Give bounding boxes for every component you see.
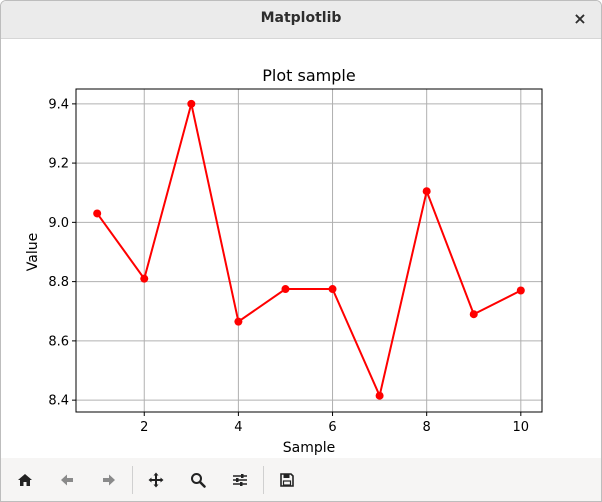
x-tick-label: 8 <box>423 420 431 435</box>
pan-button[interactable] <box>144 468 168 492</box>
data-point <box>234 317 243 326</box>
zoom-icon <box>191 473 206 488</box>
y-tick-label: 8.4 <box>48 394 69 409</box>
x-tick-label: 6 <box>328 420 336 435</box>
data-point <box>328 285 337 294</box>
chart-title: Plot sample <box>262 66 355 85</box>
data-point <box>93 209 102 218</box>
home-icon <box>18 474 32 486</box>
y-tick-label: 9.2 <box>48 157 69 172</box>
forward-button[interactable] <box>97 468 121 492</box>
zoom-button[interactable] <box>186 468 210 492</box>
grid <box>76 89 542 412</box>
pan-icon <box>148 472 164 488</box>
back-button[interactable] <box>55 468 79 492</box>
x-tick-label: 4 <box>234 420 242 435</box>
series-line <box>96 103 522 399</box>
toolbar-separator <box>132 466 133 494</box>
axes-frame <box>75 88 543 413</box>
configure-subplots-icon <box>233 474 247 486</box>
window-title: Matplotlib <box>260 10 342 26</box>
y-axis-label: Value <box>25 233 41 271</box>
data-point <box>187 99 196 108</box>
y-tick-label: 9.4 <box>48 97 69 112</box>
toolbar-separator <box>263 466 264 494</box>
home-button[interactable] <box>13 468 37 492</box>
x-axis-label: Sample <box>283 440 336 456</box>
title-bar: Matplotlib × <box>1 1 601 39</box>
close-icon[interactable]: × <box>573 9 587 28</box>
navigation-toolbar <box>1 458 601 501</box>
y-tick-label: 8.8 <box>48 275 69 290</box>
y-tick-label: 8.6 <box>48 334 69 349</box>
figure-canvas: 2 4 6 8 10 8.4 8.6 8.8 9.0 9.2 9.4 Plot sample Sam… <box>1 39 601 458</box>
line-chart: 2 4 6 8 10 8.4 8.6 8.8 9.0 9.2 9.4 Plot sample Sam… <box>25 66 543 456</box>
data-point <box>422 187 431 196</box>
save-button[interactable] <box>275 468 299 492</box>
back-icon <box>61 474 73 486</box>
configure-subplots-button[interactable] <box>228 468 252 492</box>
data-point <box>281 285 290 294</box>
y-tick-label: 9.0 <box>48 216 69 231</box>
data-point <box>140 274 149 283</box>
data-point <box>516 286 525 295</box>
save-icon <box>280 473 294 487</box>
data-point <box>469 310 478 319</box>
x-tick-label: 2 <box>140 420 148 435</box>
forward-icon <box>103 474 115 486</box>
x-tick-label: 10 <box>513 420 530 435</box>
data-point <box>375 391 384 400</box>
series-group <box>93 99 525 400</box>
ticks: 2 4 6 8 10 8.4 8.6 8.8 9.0 9.2 9.4 <box>48 97 529 435</box>
